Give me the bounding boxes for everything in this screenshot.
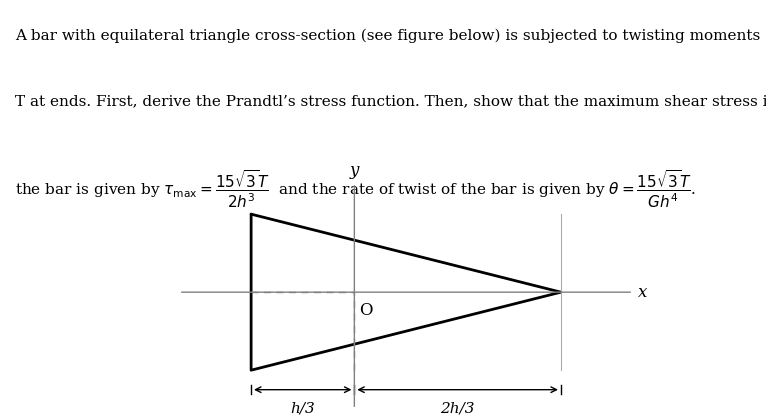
Text: h/3: h/3	[290, 402, 315, 415]
Text: y: y	[349, 162, 359, 179]
Text: 2h/3: 2h/3	[440, 402, 475, 415]
Text: the bar is given by $\tau_{\rm max} = \dfrac{15\sqrt{3}T}{2h^3}$  and the rate o: the bar is given by $\tau_{\rm max} = \d…	[15, 169, 696, 210]
Text: x: x	[638, 284, 647, 301]
Text: O: O	[359, 301, 373, 319]
Text: T at ends. First, derive the Prandtl’s stress function. Then, show that the maxi: T at ends. First, derive the Prandtl’s s…	[15, 94, 766, 108]
Text: A bar with equilateral triangle cross-section (see figure below) is subjected to: A bar with equilateral triangle cross-se…	[15, 28, 761, 43]
